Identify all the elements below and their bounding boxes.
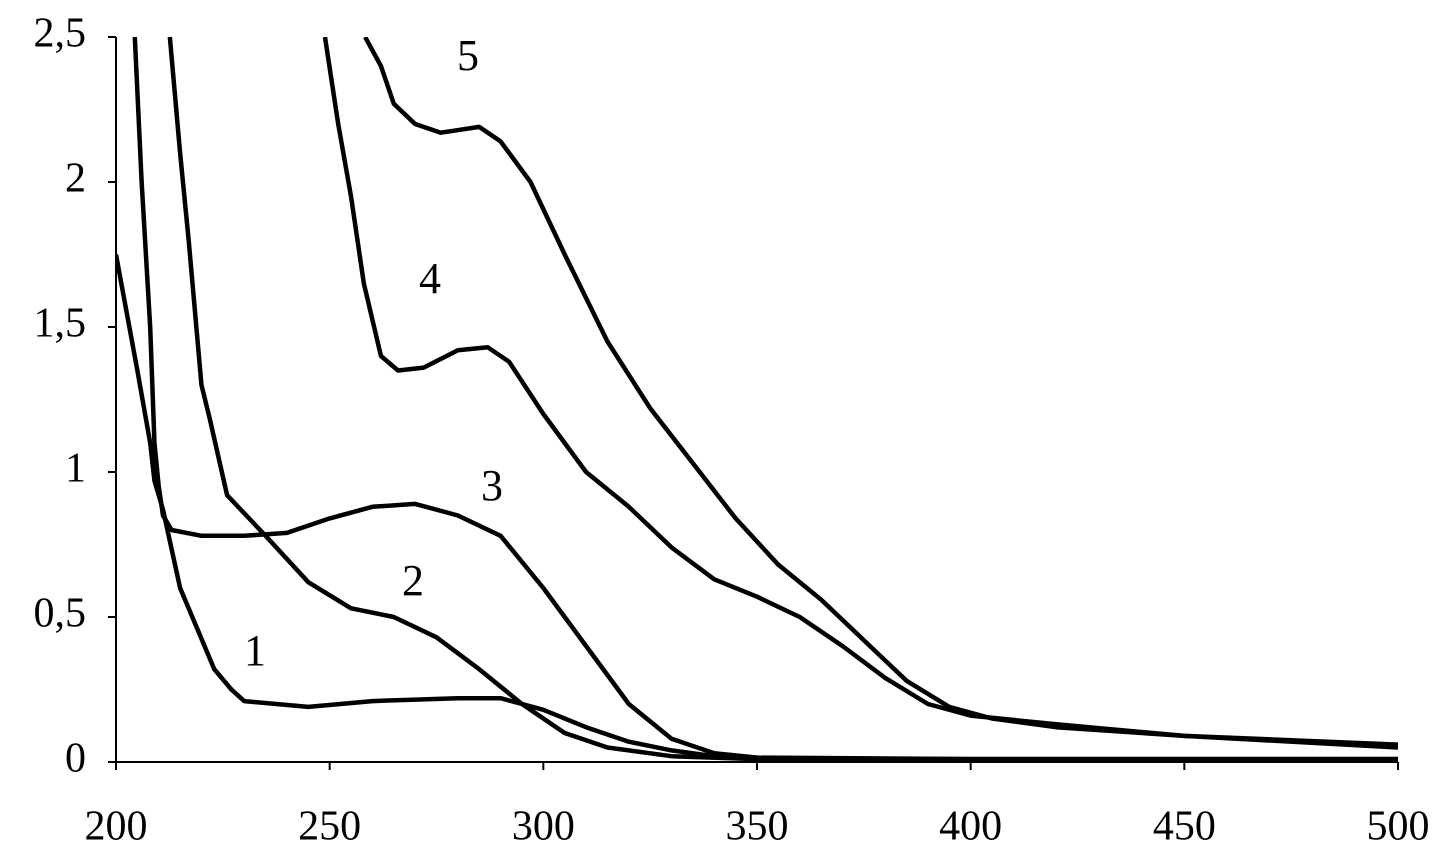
series-line [167, 37, 1398, 762]
y-tick-label: 2 [65, 156, 86, 202]
series-label: 1 [244, 626, 266, 675]
series-label: 5 [457, 31, 479, 80]
series-label: 3 [481, 461, 503, 510]
x-tick-label: 300 [512, 804, 575, 850]
y-tick-label: 0 [65, 736, 86, 782]
series-line [322, 37, 1399, 750]
y-tick-label: 1 [65, 446, 86, 492]
y-tick-label: 0,5 [34, 591, 87, 637]
x-tick-label: 250 [298, 804, 361, 850]
series-label: 2 [402, 556, 424, 605]
series-line [116, 254, 1398, 762]
series-label: 4 [419, 254, 441, 303]
series-line [363, 37, 1399, 747]
y-tick-label: 2,5 [34, 11, 87, 57]
y-tick-label: 1,5 [34, 301, 87, 347]
x-tick-label: 350 [726, 804, 789, 850]
x-tick-label: 200 [85, 804, 148, 850]
x-tick-label: 500 [1367, 804, 1430, 850]
x-tick-label: 450 [1153, 804, 1216, 850]
series-line [132, 37, 1398, 762]
x-tick-label: 400 [939, 804, 1002, 850]
